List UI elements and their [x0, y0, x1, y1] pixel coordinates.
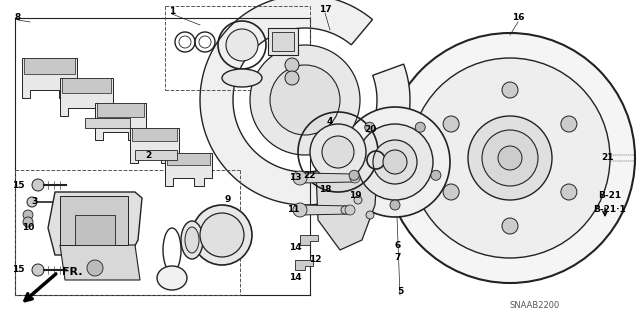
- Polygon shape: [300, 205, 350, 215]
- Circle shape: [468, 116, 552, 200]
- Circle shape: [293, 171, 307, 185]
- Text: 5: 5: [397, 287, 403, 296]
- Ellipse shape: [222, 69, 262, 87]
- Text: 14: 14: [289, 243, 301, 253]
- Polygon shape: [295, 260, 313, 270]
- Polygon shape: [95, 103, 146, 140]
- Text: 1: 1: [169, 6, 175, 16]
- Circle shape: [192, 205, 252, 265]
- Text: 17: 17: [319, 5, 332, 14]
- Text: 16: 16: [512, 13, 524, 23]
- Text: 14: 14: [289, 273, 301, 283]
- Polygon shape: [135, 150, 177, 160]
- Polygon shape: [75, 215, 115, 245]
- Circle shape: [431, 170, 441, 180]
- Text: 7: 7: [395, 254, 401, 263]
- Circle shape: [502, 218, 518, 234]
- Circle shape: [226, 29, 258, 61]
- Circle shape: [270, 65, 340, 135]
- Polygon shape: [165, 153, 212, 186]
- Circle shape: [32, 179, 44, 191]
- Circle shape: [357, 124, 433, 200]
- Text: 19: 19: [349, 190, 362, 199]
- Text: 15: 15: [12, 265, 24, 275]
- Circle shape: [250, 45, 360, 155]
- Circle shape: [498, 146, 522, 170]
- Text: 2: 2: [145, 151, 151, 160]
- Polygon shape: [200, 0, 410, 205]
- Text: 20: 20: [364, 125, 376, 135]
- Text: 12: 12: [308, 256, 321, 264]
- Circle shape: [366, 211, 374, 219]
- Circle shape: [365, 122, 375, 132]
- Circle shape: [482, 130, 538, 186]
- Circle shape: [443, 184, 459, 200]
- Circle shape: [341, 206, 349, 214]
- Circle shape: [443, 116, 459, 132]
- Polygon shape: [85, 118, 130, 128]
- Polygon shape: [60, 78, 113, 116]
- Circle shape: [23, 210, 33, 220]
- Text: 11: 11: [287, 205, 300, 214]
- Polygon shape: [268, 28, 298, 55]
- Circle shape: [373, 140, 417, 184]
- Circle shape: [354, 196, 362, 204]
- Circle shape: [293, 203, 307, 217]
- Circle shape: [285, 58, 299, 72]
- Circle shape: [410, 58, 610, 258]
- Circle shape: [87, 260, 103, 276]
- Polygon shape: [300, 235, 318, 245]
- Text: 4: 4: [327, 117, 333, 127]
- Polygon shape: [130, 128, 179, 163]
- Text: 10: 10: [22, 224, 34, 233]
- Polygon shape: [24, 58, 75, 74]
- Polygon shape: [62, 78, 111, 93]
- Text: B-21·1: B-21·1: [594, 205, 627, 214]
- Polygon shape: [22, 58, 77, 98]
- Polygon shape: [272, 32, 294, 51]
- Text: 22: 22: [304, 170, 316, 180]
- Circle shape: [27, 197, 37, 207]
- Circle shape: [23, 217, 33, 227]
- Circle shape: [390, 200, 400, 210]
- Ellipse shape: [185, 227, 199, 253]
- Text: 21: 21: [602, 153, 614, 162]
- Circle shape: [415, 122, 425, 132]
- Polygon shape: [48, 192, 142, 255]
- Text: 3: 3: [32, 197, 38, 206]
- Polygon shape: [167, 153, 210, 165]
- Circle shape: [322, 136, 354, 168]
- Text: 6: 6: [395, 241, 401, 249]
- Text: SNAAB2200: SNAAB2200: [510, 300, 560, 309]
- Ellipse shape: [181, 221, 203, 259]
- Text: B-21: B-21: [598, 190, 621, 199]
- Circle shape: [345, 205, 355, 215]
- Circle shape: [200, 213, 244, 257]
- Polygon shape: [60, 245, 140, 280]
- Text: 8: 8: [15, 13, 21, 23]
- Circle shape: [561, 184, 577, 200]
- Circle shape: [350, 173, 360, 183]
- Text: 9: 9: [225, 196, 231, 204]
- Circle shape: [340, 107, 450, 217]
- Polygon shape: [60, 196, 128, 245]
- Text: 15: 15: [12, 181, 24, 189]
- Text: 13: 13: [289, 174, 301, 182]
- Polygon shape: [300, 173, 355, 183]
- Circle shape: [285, 71, 299, 85]
- Circle shape: [561, 116, 577, 132]
- Ellipse shape: [157, 266, 187, 290]
- Circle shape: [32, 264, 44, 276]
- Text: FR.: FR.: [62, 267, 83, 277]
- Circle shape: [383, 150, 407, 174]
- Circle shape: [385, 33, 635, 283]
- Polygon shape: [132, 128, 177, 141]
- Circle shape: [502, 82, 518, 98]
- Circle shape: [349, 170, 359, 180]
- Polygon shape: [315, 148, 378, 250]
- Polygon shape: [97, 103, 144, 117]
- Circle shape: [310, 124, 366, 180]
- Text: 18: 18: [319, 186, 332, 195]
